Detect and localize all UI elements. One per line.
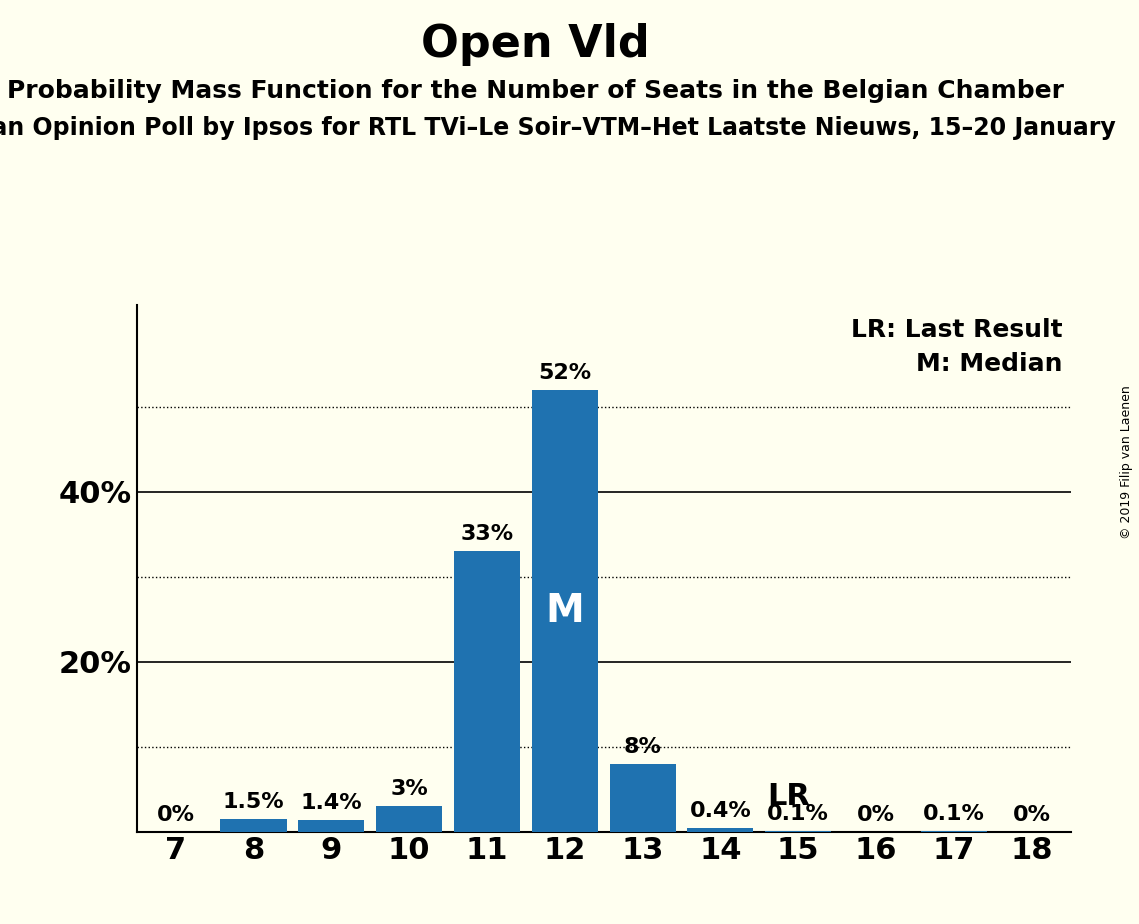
Text: © 2019 Filip van Laenen: © 2019 Filip van Laenen <box>1121 385 1133 539</box>
Text: 0%: 0% <box>1013 805 1051 825</box>
Bar <box>687 828 754 832</box>
Text: 0.4%: 0.4% <box>689 801 752 821</box>
Text: 33%: 33% <box>460 525 514 544</box>
Bar <box>453 552 521 832</box>
Text: LR: LR <box>767 783 810 811</box>
Text: 8%: 8% <box>624 736 662 757</box>
Text: Based on an Opinion Poll by Ipsos for RTL TVi–Le Soir–VTM–Het Laatste Nieuws, 15: Based on an Opinion Poll by Ipsos for RT… <box>0 116 1116 140</box>
Text: Open Vld: Open Vld <box>421 23 649 67</box>
Text: 0.1%: 0.1% <box>768 804 829 824</box>
Bar <box>220 819 287 832</box>
Text: 1.4%: 1.4% <box>301 793 362 813</box>
Text: 0%: 0% <box>857 805 895 825</box>
Text: 52%: 52% <box>539 363 591 383</box>
Bar <box>298 820 364 832</box>
Bar <box>609 763 675 832</box>
Text: 0.1%: 0.1% <box>923 804 985 824</box>
Text: M: Median: M: Median <box>917 352 1063 376</box>
Text: Probability Mass Function for the Number of Seats in the Belgian Chamber: Probability Mass Function for the Number… <box>7 79 1064 103</box>
Bar <box>532 390 598 832</box>
Text: 1.5%: 1.5% <box>222 792 285 812</box>
Text: M: M <box>546 591 584 630</box>
Bar <box>376 806 442 832</box>
Text: LR: Last Result: LR: Last Result <box>851 318 1063 342</box>
Text: 0%: 0% <box>156 805 195 825</box>
Text: 3%: 3% <box>391 779 428 799</box>
